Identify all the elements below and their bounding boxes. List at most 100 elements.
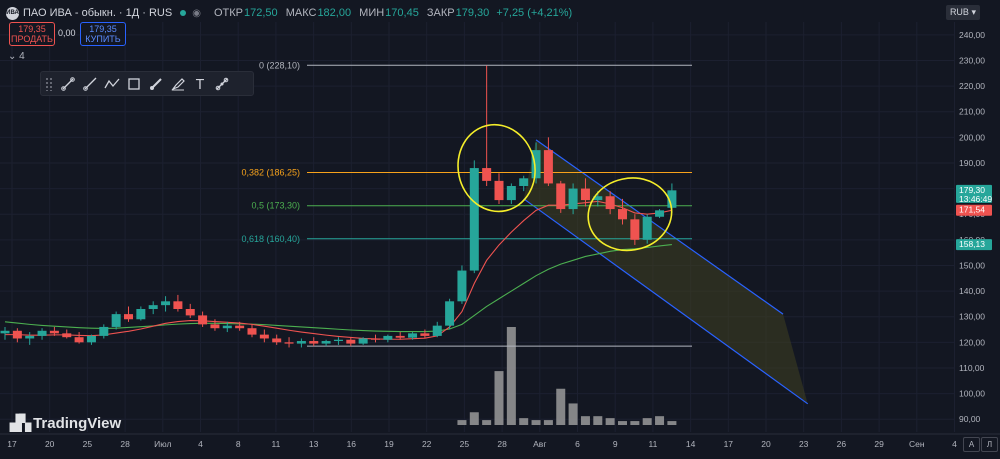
candle-body: [74, 337, 84, 343]
candle-body: [494, 180, 504, 201]
candle: [210, 319, 220, 331]
candle-body: [346, 339, 356, 344]
indicators-toggle[interactable]: ⌄ 4: [8, 51, 25, 62]
sell-label: ПРОДАТЬ: [11, 34, 53, 44]
ma-slow-tag: 158,13: [956, 239, 992, 251]
candle: [395, 332, 405, 340]
time-tick-label: 25: [83, 439, 93, 449]
fib-label: 0,382 (186,25): [241, 168, 300, 178]
time-tick-label: 19: [384, 439, 394, 449]
fib-label: 0 (228,10): [259, 60, 300, 70]
chevron-down-icon: ⌄: [8, 51, 17, 62]
candle: [37, 328, 47, 340]
price-axis: 90,00 100,00 110,00 120,00 130,00 140,00 150,0…: [955, 0, 1000, 459]
candle: [605, 191, 615, 215]
candle: [580, 178, 590, 207]
candle-body: [161, 301, 171, 306]
candle: [346, 337, 356, 347]
brush-icon[interactable]: [145, 74, 167, 94]
volume-bar: [519, 418, 529, 425]
ma-fast-tag: 171,54: [956, 204, 992, 216]
candle-body: [420, 333, 430, 336]
channel-fill: [523, 139, 808, 404]
drag-handle-icon[interactable]: [45, 76, 53, 91]
candle: [309, 337, 319, 347]
volume-bar: [457, 420, 467, 425]
candle: [148, 301, 158, 315]
auto-scale-button[interactable]: A: [963, 437, 980, 452]
time-tick-label: 4: [198, 439, 203, 449]
candle: [519, 175, 529, 192]
candle: [62, 329, 72, 339]
sell-price: 179,35: [18, 24, 46, 34]
close-label: ЗАКР: [426, 7, 455, 19]
currency-button[interactable]: RUB ▾: [945, 5, 980, 20]
company-logo: ИВА: [6, 6, 19, 20]
highlighter-icon[interactable]: [167, 74, 189, 94]
sell-button[interactable]: 179,35 ПРОДАТЬ: [9, 22, 55, 46]
price-tick-label: 190,00: [959, 158, 985, 168]
grid: [0, 22, 955, 432]
candle: [333, 337, 343, 345]
candle: [642, 214, 652, 244]
time-tick-label: 17: [724, 439, 734, 449]
volume-bar: [667, 421, 677, 425]
highlight-ellipses: [457, 123, 673, 252]
price-tick-label: 230,00: [959, 55, 985, 65]
time-tick-label: 4: [952, 439, 957, 449]
candle: [247, 324, 257, 338]
volume-bar: [630, 421, 640, 425]
candle: [655, 209, 665, 219]
highlight-ellipse: [457, 123, 536, 213]
candle: [185, 303, 195, 318]
candle-body: [86, 335, 96, 343]
candle-body: [432, 325, 442, 336]
volume-bar: [642, 418, 652, 425]
candle: [630, 214, 640, 245]
time-axis: 17 20 25 28 Июл 4 8 11 13 16 19 22 25 28 Авг 6 9 11 14 17 20…: [0, 433, 1000, 449]
volume-bar: [605, 418, 615, 425]
time-tick-label: 25: [460, 439, 470, 449]
market-status-icon: [180, 10, 187, 16]
measure-icon[interactable]: [211, 74, 233, 94]
volume-bar: [531, 420, 541, 425]
log-scale-button[interactable]: Л: [981, 437, 998, 452]
candle-body: [99, 326, 109, 336]
candle: [358, 337, 368, 345]
candle-body: [296, 341, 306, 344]
candle-body: [519, 178, 529, 186]
text-icon[interactable]: T: [189, 74, 211, 94]
candle-body: [371, 338, 380, 340]
candle: [432, 321, 442, 338]
candle-body: [173, 301, 183, 309]
candle-body: [309, 341, 319, 344]
time-tick-label: Июл: [154, 439, 171, 449]
ray-icon[interactable]: [79, 74, 101, 94]
buy-button[interactable]: 179,35 КУПИТЬ: [80, 22, 126, 46]
high-label: МАКС: [285, 7, 317, 19]
open-value: 172,50: [243, 7, 278, 19]
candle-body: [124, 314, 133, 320]
ohlc-values: ОТКР172,50 МАКС182,00 МИН170,45 ЗАКР179,…: [209, 7, 572, 19]
time-tick-label: 17: [7, 439, 17, 449]
ma-slow-line: [4, 244, 672, 333]
volume-bar: [482, 420, 492, 425]
volume-bar: [568, 403, 578, 425]
candle: [259, 329, 269, 343]
path-icon[interactable]: [101, 74, 123, 94]
candle-body: [185, 309, 195, 316]
indicator-count: 4: [19, 51, 25, 62]
symbol-title[interactable]: ПАО ИВА - обыкн. · 1Д · RUS: [23, 7, 173, 19]
tradingview-logo: ▟▚ TradingView: [10, 414, 121, 433]
candle: [136, 306, 146, 321]
candle-body: [543, 150, 553, 184]
candle-body: [618, 209, 627, 220]
candle: [111, 311, 121, 330]
trend-line-icon[interactable]: [57, 74, 79, 94]
rectangle-icon[interactable]: [123, 74, 145, 94]
eye-icon[interactable]: ◉: [192, 7, 201, 19]
candle: [371, 334, 380, 343]
price-tick-label: 150,00: [959, 260, 985, 270]
price-axis-bg: [955, 0, 1000, 459]
